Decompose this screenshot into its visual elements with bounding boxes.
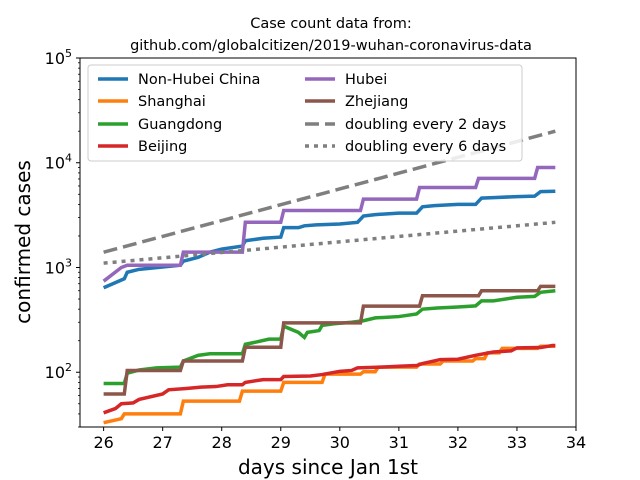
- plot-frame: [79, 57, 577, 428]
- y-tick-label: 102: [45, 361, 72, 382]
- x-axis: 26 27 28 29 30 31 32 33 34: [93, 427, 586, 452]
- x-tick-label: 30: [330, 433, 350, 452]
- legend-label: Non-Hubei China: [138, 72, 260, 88]
- x-tick-label: 34: [566, 433, 586, 452]
- legend-box: [87, 64, 523, 162]
- y-axis-label: confirmed cases: [11, 160, 35, 324]
- y-tick-exponent: 2: [65, 361, 72, 374]
- y-tick-base: 10: [45, 154, 65, 173]
- y-tick-exponent: 5: [65, 47, 72, 60]
- y-tick-label: 105: [45, 47, 72, 68]
- legend-label: Beijing: [138, 139, 187, 155]
- x-tick-label: 29: [271, 433, 291, 452]
- x-tick-label: 31: [389, 433, 409, 452]
- y-tick-label: 104: [45, 152, 72, 173]
- x-tick-label: 28: [212, 433, 232, 452]
- y-tick-label: 103: [45, 256, 72, 277]
- legend-label: Shanghai: [138, 94, 206, 110]
- legend-label: doubling every 6 days: [345, 139, 506, 155]
- x-tick-label: 26: [93, 433, 113, 452]
- series-line-non-hubei-china: [102, 189, 556, 290]
- x-tick-label: 27: [152, 433, 172, 452]
- x-tick-label: 32: [448, 433, 468, 452]
- series-line-shanghai: [103, 344, 556, 425]
- legend-label: Guangdong: [138, 117, 222, 133]
- legend-label: doubling every 2 days: [345, 117, 506, 133]
- series-line-zhejiang: [103, 284, 556, 396]
- y-tick-base: 10: [45, 258, 65, 277]
- legend-label: Zhejiang: [345, 94, 408, 110]
- chart-title-line-2: github.com/globalcitizen/2019-wuhan-coro…: [130, 38, 532, 54]
- chart-title-line-1: Case count data from:: [250, 16, 412, 32]
- legend-label: Hubei: [345, 72, 387, 88]
- x-tick-label: 33: [507, 433, 527, 452]
- y-tick-exponent: 4: [65, 152, 72, 165]
- series-line-doubling-every-6-days: [103, 220, 556, 265]
- legend: Non-Hubei China Shanghai Guangdong Beijing H…: [87, 64, 523, 162]
- x-axis-label: days since Jan 1st: [238, 455, 418, 479]
- series-layer: [102, 129, 556, 425]
- y-tick-exponent: 3: [65, 256, 72, 269]
- series-line-hubei: [102, 165, 556, 283]
- y-tick-base: 10: [45, 363, 65, 382]
- chart-title: Case count data from: github.com/globalc…: [130, 16, 532, 54]
- y-tick-base: 10: [45, 49, 65, 68]
- series-line-beijing: [103, 343, 556, 415]
